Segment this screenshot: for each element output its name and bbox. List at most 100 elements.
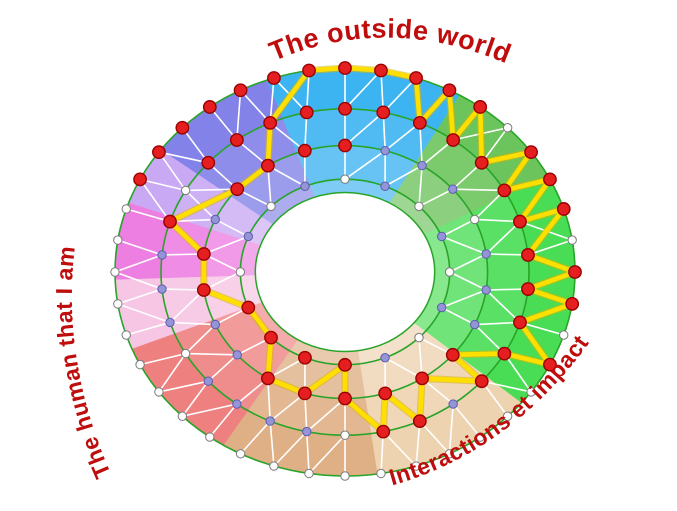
wheel-node-highlight [474,374,489,389]
wheel-node [180,185,191,196]
mesh-line [485,289,521,324]
wheel-node-highlight [513,214,527,229]
wheel-node [121,204,131,214]
wheel-node-highlight [261,158,275,173]
mesh-line [418,165,423,207]
mesh-line [441,306,476,326]
wheel-node-highlight [497,346,512,361]
mesh-line [485,220,521,255]
wheel-node-highlight [543,172,557,187]
mesh-line [344,69,382,110]
wheel-node-highlight [521,248,535,262]
mesh-line [181,380,209,417]
wheel-node-highlight [565,297,580,311]
wheel-node [180,348,191,359]
mesh-line [474,323,505,355]
wheel-node-highlight [297,386,312,401]
label-outside-world: The outside world [265,14,516,70]
wheel-node-highlight [338,101,352,116]
mesh-line [305,70,310,113]
mesh-line [441,235,487,255]
mesh-line [169,321,216,326]
wheel-node-highlight [267,71,281,85]
wheel-node [559,330,569,340]
wheel-node [304,468,314,479]
mesh-line [158,151,187,191]
mesh-line [126,208,171,223]
mesh-line [452,188,505,192]
mesh-line [185,352,238,356]
mesh-line [419,420,451,455]
wheel-node [210,214,220,225]
mesh-line [441,289,487,309]
wheel-node [113,235,123,245]
mesh-line [474,218,521,223]
mesh-line [474,321,521,326]
mesh-line [418,188,454,208]
mesh-line [267,357,306,380]
wheel-node [414,201,424,212]
wheel-node [165,317,175,328]
wheel-node-highlight [376,424,391,439]
wheel-node [502,411,513,421]
mesh-line [382,431,417,467]
wheel-node-highlight [556,202,571,216]
wheel-node [448,184,458,194]
mesh-line [185,323,216,355]
mesh-line [181,127,209,164]
wheel-node [232,350,242,360]
wheel-node [411,461,421,471]
mesh-line [481,380,509,417]
yellow-path [167,65,578,434]
mesh-line [158,151,209,164]
mesh-line [419,122,423,166]
wheel-node [265,416,275,426]
mesh-line [139,178,171,223]
mesh-line [161,288,204,291]
wheel-node [376,468,386,479]
wheel-node [436,302,447,313]
mesh-line [182,403,238,418]
wheel-node-highlight [568,265,582,279]
mesh-line [117,303,171,324]
wheel-node-highlight [201,155,216,170]
wheel-node [235,267,246,277]
wheel-node [481,285,491,295]
mesh-line [114,271,163,290]
wheel-node-highlight [473,100,488,114]
mesh-line [449,253,487,273]
wheel-node [113,299,123,309]
wheel-node [210,319,220,330]
mesh-line [384,357,423,380]
mesh-line [161,253,204,256]
mesh-line [380,431,385,474]
mesh-line [269,421,275,467]
wheel-node [567,235,577,245]
wheel-node [177,411,188,421]
mesh-line [415,421,421,467]
wheel-node [154,387,164,397]
mesh-line [384,122,421,152]
mesh-line [486,288,529,291]
mesh-line [267,378,271,422]
mesh-line [126,321,171,336]
mesh-line [441,218,476,238]
wheel-node [475,432,485,442]
wheel-node [380,353,390,363]
wheel-node-highlight [229,133,244,147]
wheel-node-highlight [338,391,352,406]
wheel-node-highlight [233,83,248,98]
wheel-node-highlight [513,315,527,330]
wheel-node-highlight [264,330,278,345]
mesh-line [185,188,238,192]
wheel-node [526,387,536,397]
wheel-node-highlight [163,214,177,229]
wheel-node-highlight [338,357,352,372]
mesh-line [305,431,310,474]
wheel-node [135,359,145,370]
wheel-node-highlight [297,143,312,158]
wheel-node [380,145,390,156]
wheel-node-highlight [374,63,388,78]
wheel-node [448,399,458,409]
